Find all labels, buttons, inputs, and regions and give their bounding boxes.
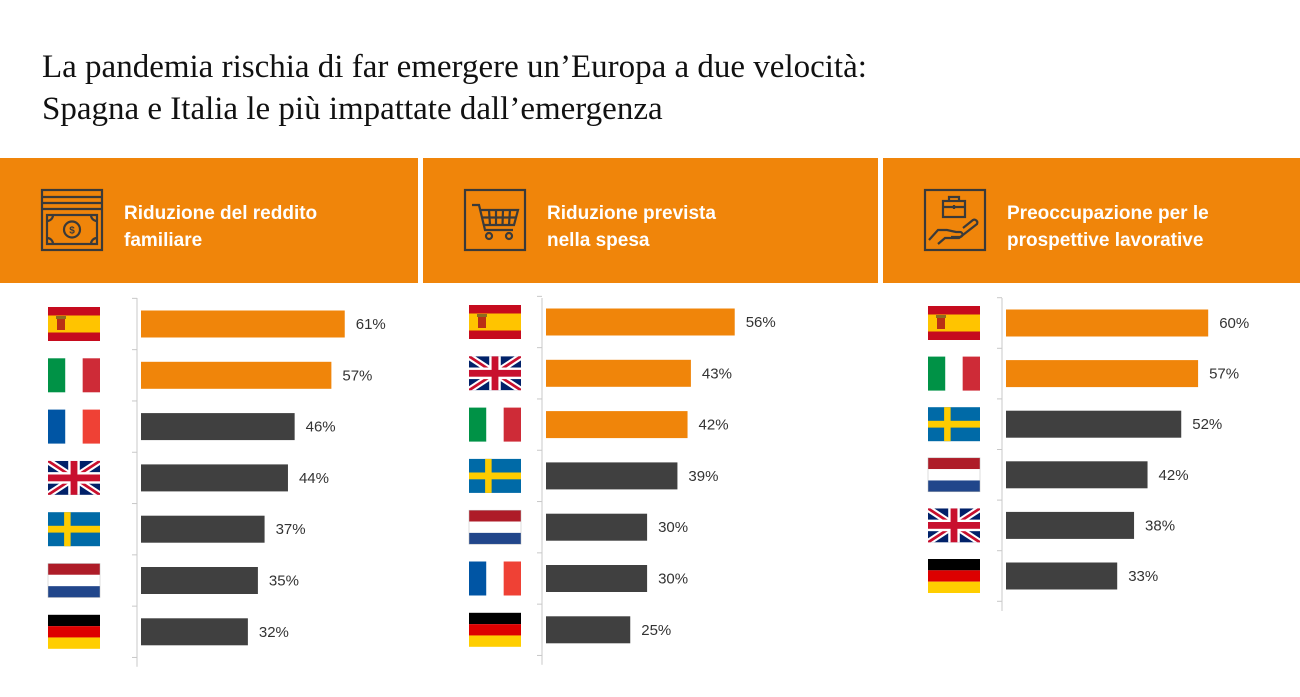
bar <box>546 359 691 387</box>
panel-label-line-1: Riduzione prevista <box>547 203 716 224</box>
svg-text:$: $ <box>69 226 75 237</box>
bar-value-label: 52% <box>1192 416 1222 433</box>
bar <box>546 308 735 336</box>
bar-value-label: 42% <box>1159 467 1189 484</box>
panel-label-spending: Riduzione prevista nella spesa <box>547 200 716 254</box>
title-line-2: Spagna e Italia le più impattate dall’em… <box>42 91 663 127</box>
bar-axis <box>997 297 1003 611</box>
panel-header-jobs: Preoccupazione per le prospettive lavora… <box>883 158 1300 283</box>
money-icon: $ <box>40 188 104 252</box>
bar-value-label: 30% <box>658 519 688 536</box>
panel-label-jobs: Preoccupazione per le prospettive lavora… <box>1007 200 1209 254</box>
bar-value-label: 35% <box>269 573 299 590</box>
bar <box>141 310 345 338</box>
bar-value-label: 61% <box>356 316 386 333</box>
chart-income: 61% 57% 46% 44% 37% 35% 32% <box>0 290 418 670</box>
flag-italy <box>928 356 980 391</box>
title-line-1: La pandemia rischia di far emergere un’E… <box>42 49 867 85</box>
chart-jobs: 60% 57% 52% 42% 38% 33% <box>883 290 1300 670</box>
panel-label-line-1: Preoccupazione per le <box>1007 203 1209 224</box>
flag-netherlands <box>468 509 522 545</box>
flag-germany <box>48 614 100 649</box>
flag-france <box>48 409 100 444</box>
bar <box>141 464 288 492</box>
bar <box>141 361 332 389</box>
flag-netherlands <box>47 563 101 598</box>
flag-italy <box>48 358 100 393</box>
bar-value-label: 33% <box>1128 568 1158 585</box>
panel-label-line-2: familiare <box>124 230 203 251</box>
bar-value-label: 46% <box>306 419 336 436</box>
bar <box>546 513 648 541</box>
panel-header-income: $ Riduzione del reddito familiare <box>0 158 418 283</box>
flag-france <box>469 561 521 596</box>
bar <box>1006 309 1209 337</box>
flag-spain <box>469 305 521 339</box>
flag-germany <box>469 612 521 647</box>
panel-label-line-2: nella spesa <box>547 230 650 251</box>
bar <box>141 567 258 594</box>
panel-label-line-2: prospettive lavorative <box>1007 230 1204 251</box>
bar-value-label: 57% <box>342 367 372 384</box>
bar-value-label: 56% <box>746 314 776 331</box>
bar <box>1006 360 1199 388</box>
bar-value-label: 37% <box>276 521 306 538</box>
bar-axis <box>537 295 543 665</box>
chart-income-svg: 61% 57% 46% 44% 37% 35% 32% <box>47 297 386 667</box>
bar <box>546 411 688 439</box>
bar-axis <box>132 297 138 667</box>
bar-value-label: 30% <box>658 571 688 588</box>
bar-value-label: 32% <box>259 624 289 641</box>
flag-germany <box>928 559 980 593</box>
bar <box>1006 410 1182 438</box>
flag-uk <box>928 508 980 543</box>
panel-label-line-1: Riduzione del reddito <box>124 203 318 224</box>
bar-value-label: 60% <box>1219 315 1249 332</box>
page-title: La pandemia rischia di far emergere un’E… <box>42 46 867 130</box>
bar <box>546 462 678 490</box>
bar <box>1006 562 1118 590</box>
panel-label-income: Riduzione del reddito familiare <box>124 200 317 254</box>
flag-sweden <box>48 512 100 547</box>
bar-value-label: 39% <box>688 468 718 485</box>
bar-value-label: 38% <box>1145 517 1175 534</box>
bar-value-label: 42% <box>699 417 729 434</box>
flag-sweden <box>469 458 521 493</box>
bar <box>141 618 248 646</box>
chart-spending: 56% 43% 42% 39% 30% 30% 25% <box>423 290 878 670</box>
panel-header-spending: Riduzione prevista nella spesa <box>423 158 878 283</box>
flag-uk <box>48 460 100 495</box>
flag-spain <box>928 306 980 340</box>
bar-value-label: 57% <box>1209 366 1239 383</box>
flag-sweden <box>928 407 980 442</box>
flag-netherlands <box>927 457 981 493</box>
flag-spain <box>48 307 100 341</box>
bar <box>1006 461 1148 489</box>
bar <box>1006 511 1135 539</box>
bar <box>141 515 265 543</box>
flag-italy <box>469 407 521 442</box>
bar <box>546 565 648 592</box>
flag-uk <box>469 356 521 391</box>
chart-spending-svg: 56% 43% 42% 39% 30% 30% 25% <box>468 295 776 665</box>
chart-jobs-svg: 60% 57% 52% 42% 38% 33% <box>927 297 1249 611</box>
shopping-cart-icon <box>463 188 527 252</box>
bar <box>546 616 631 644</box>
bar-value-label: 43% <box>702 365 732 382</box>
bar-value-label: 44% <box>299 470 329 487</box>
bar <box>141 413 295 441</box>
bar-value-label: 25% <box>641 622 671 639</box>
briefcase-hand-icon <box>923 188 987 252</box>
